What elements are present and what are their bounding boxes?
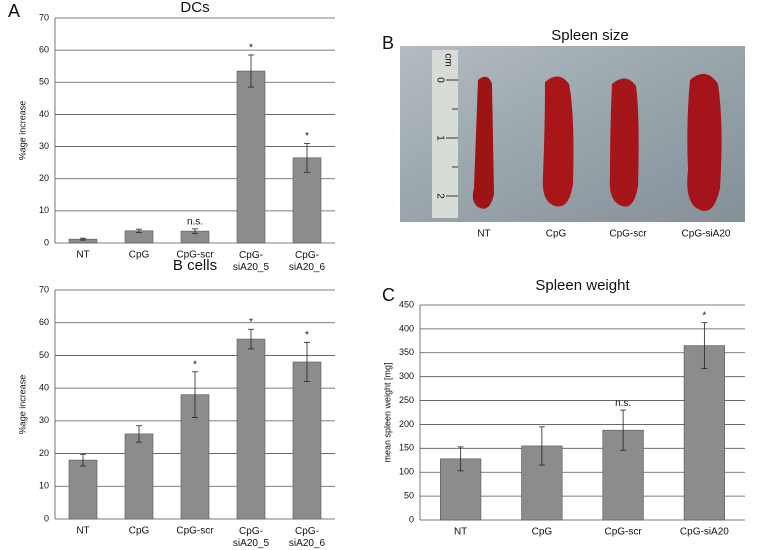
y-tick-label: 40 [39, 109, 49, 119]
annotation: n.s. [187, 216, 203, 227]
ruler-mark: 1 [434, 135, 445, 141]
y-tick-label: 10 [39, 481, 49, 491]
error-bar [192, 228, 198, 234]
x-tick-label: CpG [129, 250, 150, 261]
error-bar [620, 409, 627, 451]
y-tick-label: 300 [399, 371, 414, 381]
x-tick-label: CpG-siA20_6 [289, 526, 326, 549]
y-tick-label: 60 [39, 317, 49, 327]
y-tick-label: 70 [39, 284, 49, 294]
spleen [609, 78, 639, 207]
x-tick-label: NT [76, 250, 89, 261]
photo-label: CpG-siA20 [682, 229, 731, 240]
x-tick-label: CpG-siA20_5 [233, 526, 270, 549]
y-tick-label: 70 [39, 12, 49, 22]
y-tick-label: 100 [399, 467, 414, 477]
error-bar [304, 341, 310, 383]
spleen [542, 76, 574, 207]
chart-title: B cells [173, 257, 217, 274]
annotation: * [702, 310, 706, 321]
annotation: n.s. [615, 398, 631, 409]
y-tick-label: 0 [44, 237, 49, 247]
bar [683, 345, 725, 521]
photo-title: Spleen size [551, 27, 629, 44]
spleen [472, 76, 494, 209]
y-tick-label: 50 [39, 77, 49, 87]
panel-label: A [8, 1, 20, 21]
bar [236, 338, 266, 520]
y-tick-label: 250 [399, 395, 414, 405]
x-tick-label: NT [76, 526, 89, 537]
x-tick-label: CpG-siA20_5 [233, 250, 270, 273]
error-bar [80, 453, 86, 467]
photo-label: CpG-scr [609, 229, 647, 240]
bar [292, 361, 322, 520]
y-tick-label: 450 [399, 299, 414, 309]
x-tick-label: CpG-scr [176, 250, 214, 261]
y-tick-label: 40 [39, 383, 49, 393]
y-tick-label: 400 [399, 323, 414, 333]
x-tick-label: CpG [129, 526, 150, 537]
ruler-mark: 0 [434, 77, 445, 83]
x-tick-label: CpG-siA20_6 [289, 250, 326, 273]
photo-label: NT [477, 229, 490, 240]
y-tick-label: 20 [39, 173, 49, 183]
annotation: * [249, 43, 253, 54]
bar [236, 70, 266, 244]
error-bar [701, 322, 708, 369]
photo [400, 46, 745, 222]
x-tick-label: CpG-siA20 [680, 527, 729, 538]
annotation: * [193, 359, 197, 370]
ruler [432, 50, 458, 218]
spleen [687, 73, 722, 212]
y-tick-label: 0 [44, 513, 49, 523]
y-tick-label: 350 [399, 347, 414, 357]
error-bar [80, 237, 86, 241]
y-tick-label: 10 [39, 205, 49, 215]
x-tick-label: CpG-scr [176, 526, 214, 537]
y-tick-label: 30 [39, 141, 49, 151]
y-tick-label: 150 [399, 443, 414, 453]
annotation: * [249, 317, 253, 328]
y-tick-label: 200 [399, 419, 414, 429]
y-tick-label: 50 [39, 350, 49, 360]
annotation: * [305, 330, 309, 341]
error-bar [304, 142, 310, 173]
chart-title: Spleen weight [535, 277, 630, 294]
error-bar [136, 425, 142, 443]
error-bar [538, 426, 545, 466]
x-tick-label: CpG [532, 527, 553, 538]
error-bar [248, 328, 254, 350]
y-axis-label: mean spleen weight [mg] [382, 362, 392, 462]
annotation: * [305, 131, 309, 142]
y-tick-label: 20 [39, 448, 49, 458]
x-tick-label: CpG-scr [605, 527, 643, 538]
panel-label: C [382, 285, 395, 305]
y-axis-label: %age increase [17, 375, 27, 435]
bar [124, 433, 154, 520]
x-tick-label: NT [454, 527, 467, 538]
ruler-ticks [446, 79, 458, 197]
error-bar [192, 371, 198, 418]
ruler-unit: cm [442, 53, 453, 66]
chart-title: DCs [180, 0, 209, 16]
y-tick-label: 0 [409, 514, 414, 524]
y-tick-label: 30 [39, 415, 49, 425]
error-bar [457, 446, 464, 472]
photo-label: CpG [546, 229, 567, 240]
panel-label: B [382, 33, 394, 53]
y-axis-label: %age increase [17, 101, 27, 161]
error-bar [248, 54, 254, 88]
ruler-mark: 2 [434, 193, 445, 199]
y-tick-label: 50 [404, 490, 414, 500]
bar [68, 459, 98, 520]
y-tick-label: 60 [39, 45, 49, 55]
error-bar [136, 228, 142, 233]
